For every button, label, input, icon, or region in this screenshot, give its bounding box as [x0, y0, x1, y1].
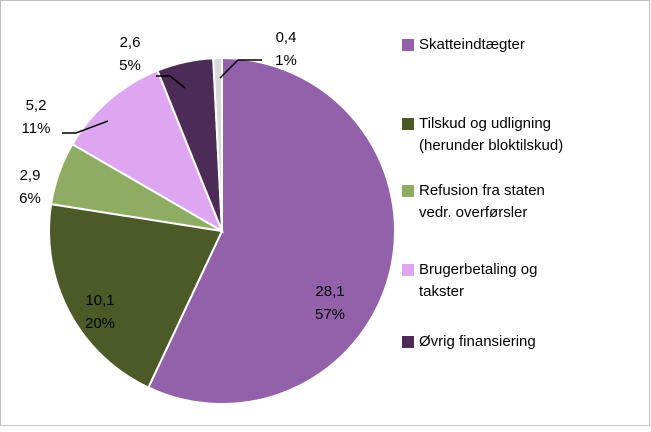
value-label: 2,6 — [120, 34, 141, 51]
percent-label: 20% — [85, 315, 115, 332]
value-label: 28,1 — [315, 283, 344, 300]
legend-label: vedr. overførsler — [419, 204, 527, 221]
legend-swatch — [402, 185, 414, 197]
legend-label: takster — [419, 283, 464, 300]
value-label: 5,2 — [26, 97, 47, 114]
legend-label: Tilskud og udligning — [419, 115, 551, 132]
value-label: 2,9 — [20, 167, 41, 184]
legend-label: Refusion fra staten — [419, 182, 545, 199]
pie-slice — [70, 69, 225, 234]
percent-label: 57% — [315, 306, 345, 323]
value-label: 0,4 — [276, 29, 297, 46]
legend-swatch — [402, 39, 414, 51]
value-label: 10,1 — [85, 292, 114, 309]
legend-label: Øvrig finansiering — [419, 333, 536, 350]
legend-label: (herunder bloktilskud) — [419, 137, 563, 154]
leader-line — [62, 120, 109, 134]
percent-label: 6% — [19, 190, 41, 207]
legend-label: Brugerbetaling og — [419, 261, 537, 278]
percent-label: 11% — [22, 120, 51, 137]
pie-slice — [212, 56, 223, 232]
percent-label: 1% — [275, 52, 297, 69]
leader-line — [156, 75, 186, 89]
legend-label: Skatteindtægter — [419, 36, 525, 53]
leader-line — [219, 59, 262, 79]
pie-slice — [48, 202, 224, 389]
legend-swatch — [402, 264, 414, 276]
legend-swatch — [402, 118, 414, 130]
percent-label: 5% — [119, 57, 141, 74]
pie-slice — [147, 56, 397, 405]
legend-swatch — [402, 336, 414, 348]
